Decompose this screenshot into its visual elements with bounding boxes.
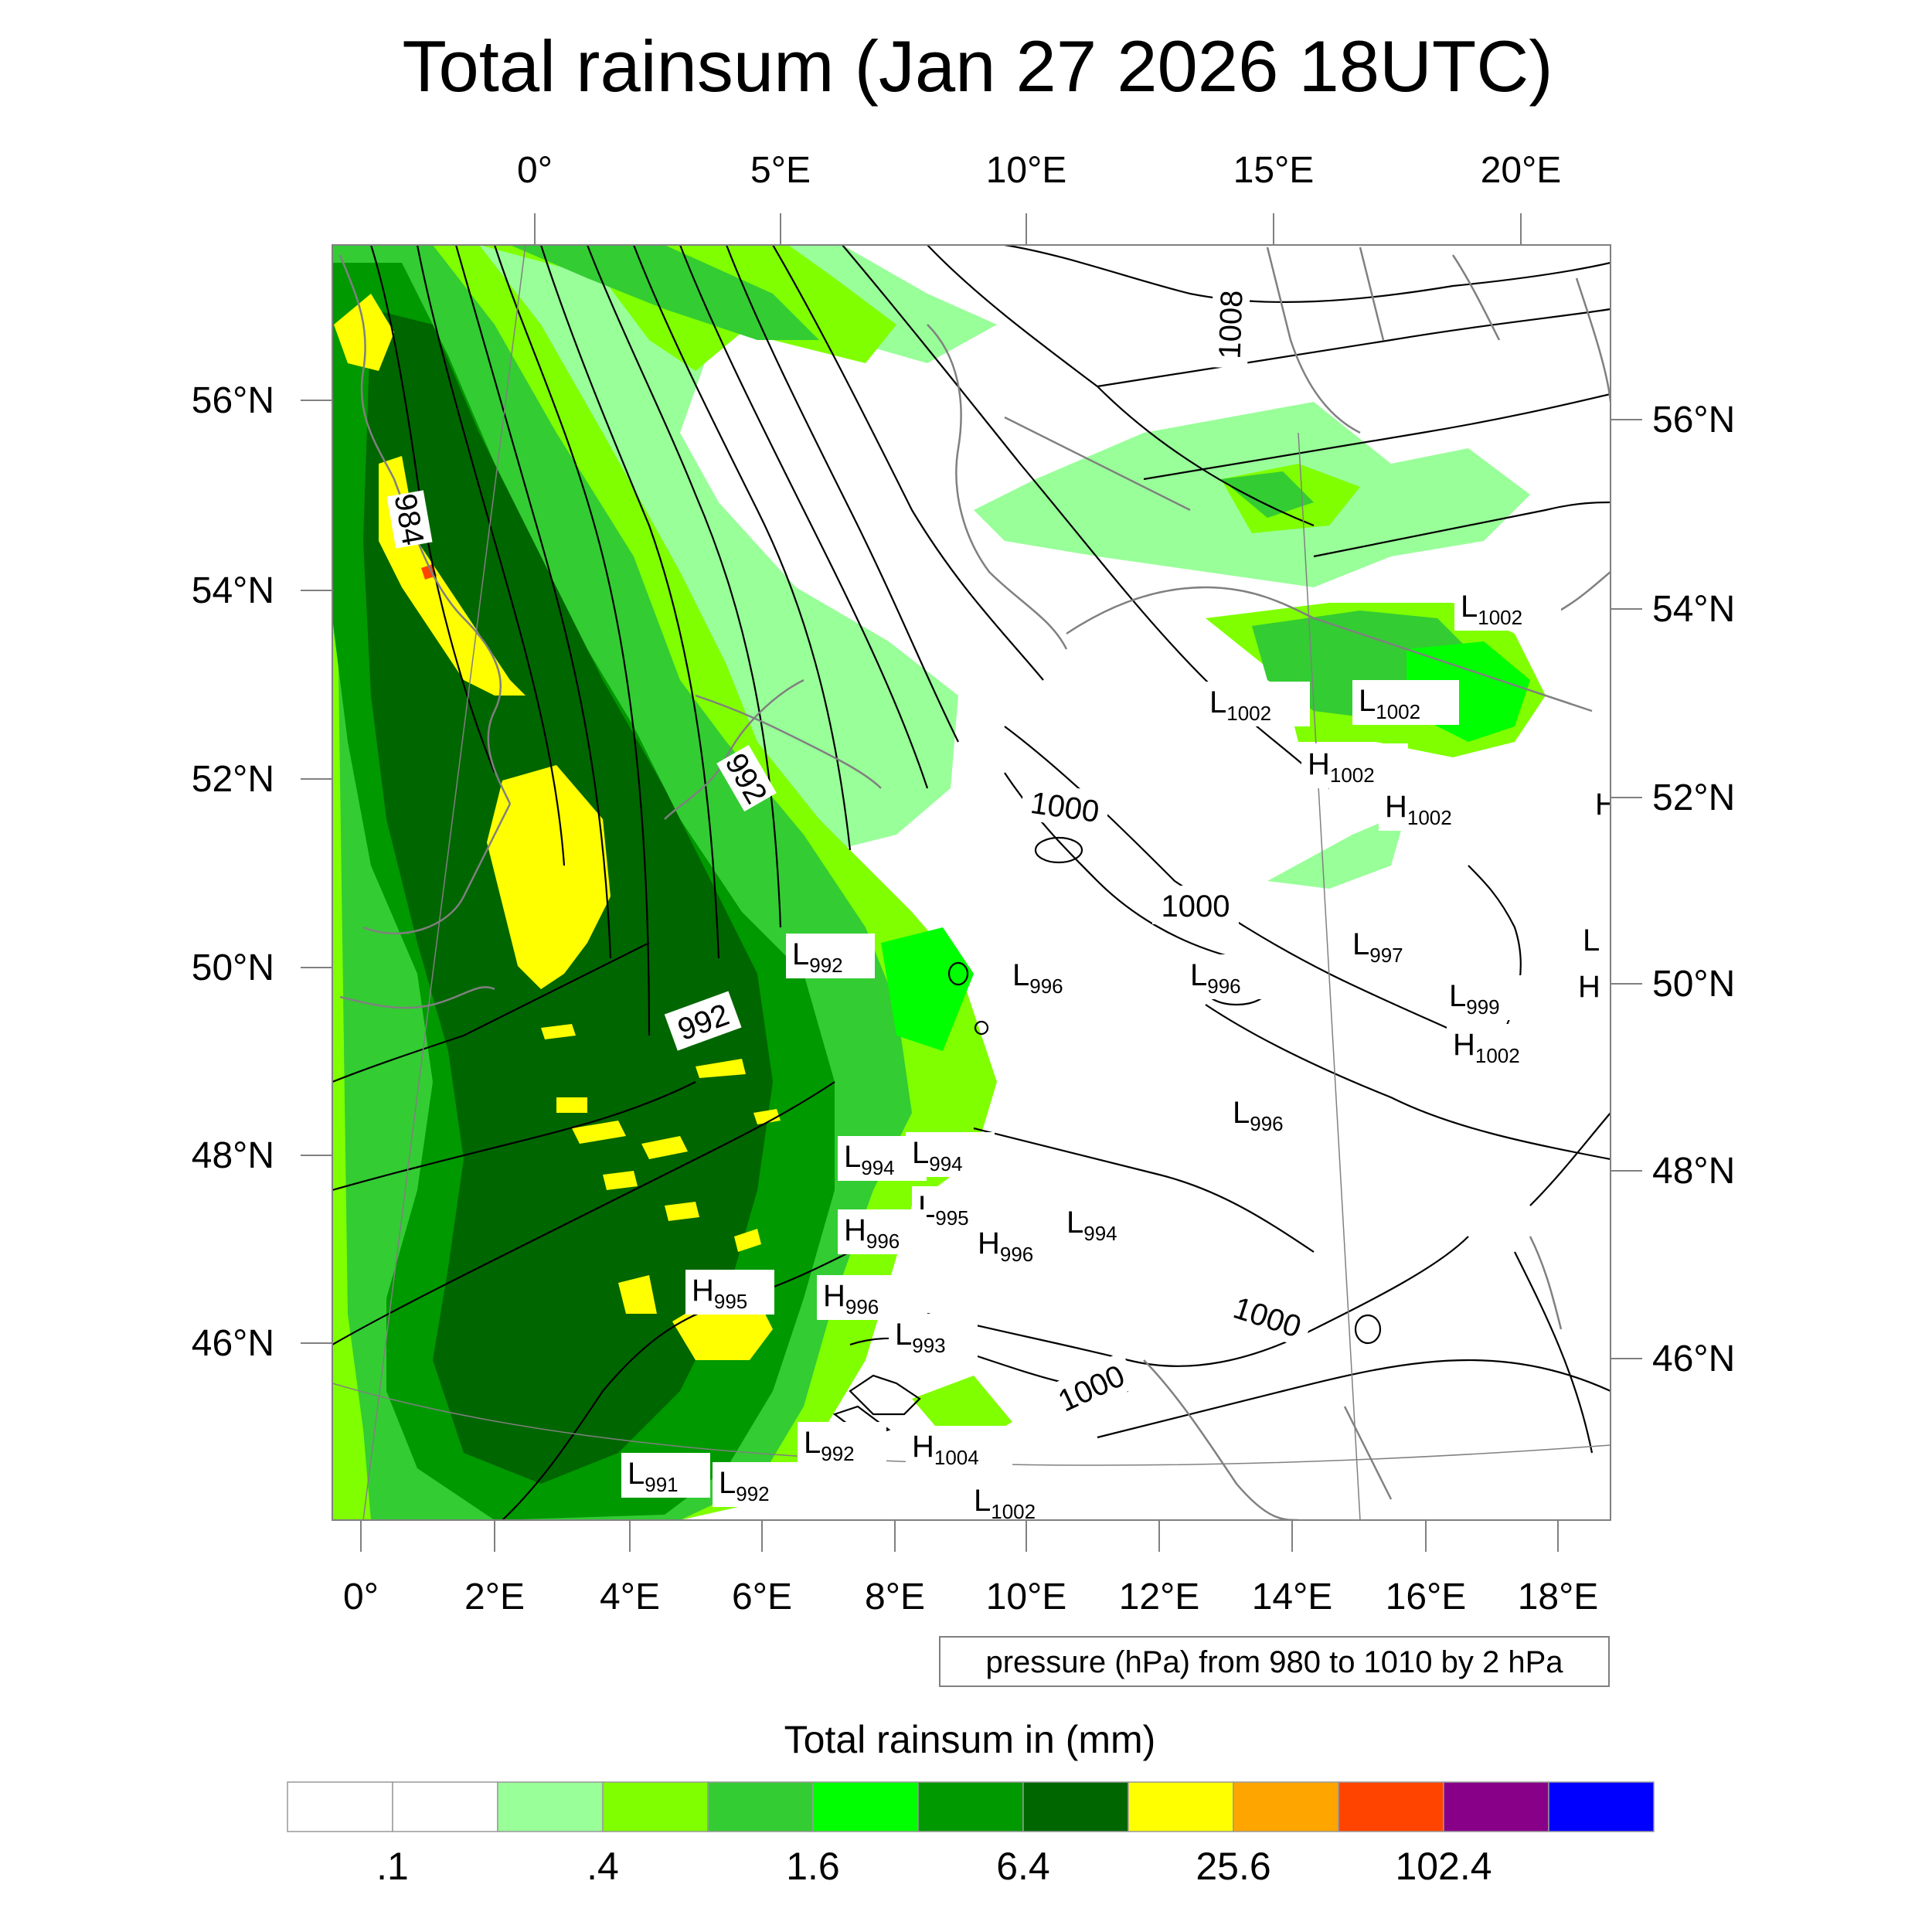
map-frame xyxy=(332,244,1611,1521)
right-lat-label: 54°N xyxy=(1652,589,1735,630)
pressure-center-low: L996 xyxy=(1184,954,1273,999)
top-lon-label: 0° xyxy=(517,150,553,191)
coastlines xyxy=(338,247,1611,1520)
bottom-lon-labels: 0° 2°E 4°E 6°E 8°E 10°E 12°E 14°E 16°E 1… xyxy=(343,1577,1598,1617)
right-lat-labels: 56°N 54°N 52°N 50°N 48°N 46°N xyxy=(1652,400,1735,1379)
pressure-center-high: H995 xyxy=(685,1270,774,1315)
colorbar-swatch xyxy=(1548,1781,1655,1832)
pressure-center-low: L992 xyxy=(798,1422,886,1467)
pressure-center-low: L993 xyxy=(889,1314,978,1359)
colorbar-swatch xyxy=(497,1781,604,1832)
axis-ticks xyxy=(301,213,1642,1552)
colorbar-title: Total rainsum in (mm) xyxy=(784,1718,1156,1761)
map-title: Total rainsum (Jan 27 2026 18UTC) xyxy=(402,26,1553,107)
top-lon-label: 10°E xyxy=(986,150,1067,191)
colorbar-swatch xyxy=(1338,1781,1444,1832)
isobar-label: 1000 xyxy=(1162,889,1230,923)
svg-text:H: H xyxy=(1578,970,1600,1004)
bottom-lon-label: 0° xyxy=(343,1577,379,1617)
bottom-lon-label: 2°E xyxy=(464,1577,525,1617)
left-lat-label: 46°N xyxy=(192,1323,274,1364)
pressure-center-low: L994 xyxy=(1060,1202,1149,1247)
pressure-center-low: L992 xyxy=(713,1462,801,1507)
colorbar-labels: .1 .4 1.6 6.4 25.6 102.4 xyxy=(376,1845,1492,1888)
bottom-lon-label: 10°E xyxy=(986,1577,1067,1617)
left-lat-label: 54°N xyxy=(192,570,274,611)
pressure-center-label: H1004 xyxy=(912,1430,979,1469)
bottom-lon-label: 16°E xyxy=(1386,1577,1467,1617)
colorbar-label: .1 xyxy=(376,1845,409,1888)
colorbar-label: .4 xyxy=(587,1845,619,1888)
pressure-center-low: L1002 xyxy=(1352,680,1459,725)
bottom-lon-label: 12°E xyxy=(1119,1577,1200,1617)
colorbar-label: 25.6 xyxy=(1196,1845,1270,1888)
left-lat-labels: 56°N 54°N 52°N 50°N 48°N 46°N xyxy=(192,380,274,1364)
pressure-center-low: L991 xyxy=(621,1453,710,1498)
top-lon-labels: 0° 5°E 10°E 15°E 20°E xyxy=(517,150,1561,191)
colorbar-label: 6.4 xyxy=(996,1845,1050,1888)
pressure-center-high: H996 xyxy=(817,1275,906,1320)
colorbar-swatch xyxy=(392,1781,498,1832)
bottom-lon-label: 4°E xyxy=(600,1577,660,1617)
colorbar-swatch xyxy=(917,1781,1024,1832)
colorbar-swatch xyxy=(1022,1781,1129,1832)
plot-area: 984 992 992 1000 1000 1000 xyxy=(332,245,1617,1520)
left-lat-label: 52°N xyxy=(192,759,274,800)
pressure-center-high: H996 xyxy=(971,1223,1060,1267)
top-lon-label: 15°E xyxy=(1233,150,1315,191)
pressure-center-low: L996 xyxy=(1006,954,1095,999)
colorbar-swatch xyxy=(1233,1781,1339,1832)
colorbar-swatch xyxy=(287,1781,393,1832)
colorbar-label: 102.4 xyxy=(1395,1845,1492,1888)
left-lat-label: 50°N xyxy=(192,947,274,988)
pressure-center-low: L999 xyxy=(1443,975,1532,1020)
colorbar xyxy=(287,1781,1655,1832)
pressure-center-low: L1002 xyxy=(1454,586,1561,631)
right-lat-label: 46°N xyxy=(1652,1338,1735,1379)
isobar-label-group: 984 992 992 1000 1000 1000 xyxy=(386,281,1315,1423)
colorbar-swatch xyxy=(812,1781,919,1832)
right-lat-label: 50°N xyxy=(1652,964,1735,1005)
right-lat-label: 56°N xyxy=(1652,400,1735,440)
colorbar-swatch xyxy=(1443,1781,1549,1832)
bottom-lon-label: 18°E xyxy=(1518,1577,1599,1617)
pressure-center-low: L996 xyxy=(1226,1092,1315,1137)
right-lat-label: 48°N xyxy=(1652,1151,1735,1192)
pressure-center-high: H1002 xyxy=(1379,786,1485,831)
bottom-lon-label: 14°E xyxy=(1252,1577,1333,1617)
pressure-center-high: H1004 xyxy=(906,1426,1012,1471)
pressure-center-low: L994 xyxy=(906,1132,995,1177)
edge-labels: H L H xyxy=(1578,787,1617,1004)
pressure-center-high: H1002 xyxy=(1301,743,1408,788)
contour-info-text: pressure (hPa) from 980 to 1010 by 2 hPa xyxy=(985,1645,1563,1679)
right-lat-label: 52°N xyxy=(1652,777,1735,818)
pressure-center-low: L997 xyxy=(1346,923,1435,968)
pressure-center-low: L1002 xyxy=(1203,682,1310,726)
top-lon-label: 5°E xyxy=(750,150,811,191)
pressure-center-low: L995 xyxy=(912,1186,1001,1231)
colorbar-swatch xyxy=(602,1781,709,1832)
left-lat-label: 48°N xyxy=(192,1135,274,1176)
bottom-lon-label: 8°E xyxy=(865,1577,925,1617)
colorbar-label: 1.6 xyxy=(786,1845,840,1888)
colorbar-swatch xyxy=(707,1781,814,1832)
pressure-center-high: H996 xyxy=(838,1209,927,1254)
pressure-center-high: H1002 xyxy=(1447,1024,1553,1069)
isobar-label: 1008 xyxy=(1213,290,1249,359)
pressure-center-low: L1002 xyxy=(968,1480,1074,1520)
pressure-center-low: L992 xyxy=(786,934,875,978)
svg-text:L: L xyxy=(1583,923,1600,957)
bottom-lon-label: 6°E xyxy=(732,1577,792,1617)
left-lat-label: 56°N xyxy=(192,380,274,421)
top-lon-label: 20°E xyxy=(1481,150,1562,191)
contour-info-box: pressure (hPa) from 980 to 1010 by 2 hPa xyxy=(939,1636,1610,1687)
colorbar-swatch xyxy=(1128,1781,1234,1832)
svg-text:H: H xyxy=(1595,787,1617,821)
